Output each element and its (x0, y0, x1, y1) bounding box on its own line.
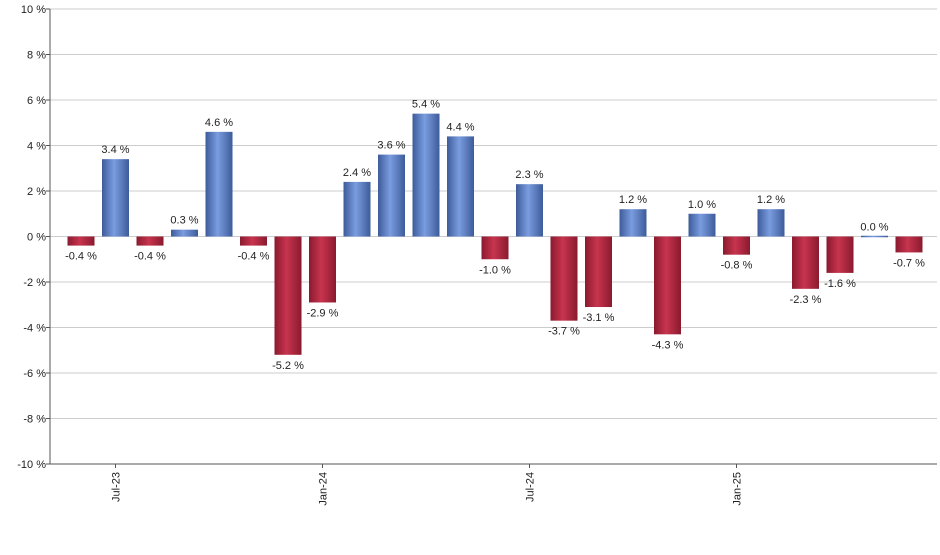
x-tick-label: Jul-24 (525, 472, 537, 502)
data-label: 2.3 % (515, 169, 543, 181)
data-label: -0.8 % (721, 260, 753, 272)
x-tick-label: Jan-25 (732, 472, 744, 506)
y-tick-label: 2 % (27, 186, 46, 198)
bar (447, 136, 474, 237)
y-tick-label: 8 % (27, 50, 46, 62)
bar (585, 236, 612, 308)
bar (171, 229, 198, 237)
data-label: -1.0 % (479, 264, 511, 276)
x-tick-label: Jul-23 (111, 472, 123, 502)
data-label: -2.9 % (307, 307, 339, 319)
data-label: 2.4 % (343, 167, 371, 179)
data-label: -5.2 % (272, 360, 304, 372)
bar (516, 184, 543, 237)
y-tick-label: -6 % (23, 368, 46, 380)
x-tick-label: Jan-24 (318, 472, 330, 506)
data-label: -3.7 % (548, 326, 580, 338)
bar (412, 113, 440, 237)
bars (67, 113, 923, 355)
data-label: -0.4 % (65, 251, 97, 263)
y-tick-label: -4 % (23, 323, 46, 335)
y-tick-label: 0 % (27, 232, 46, 244)
y-tick-label: 6 % (27, 95, 46, 107)
bar (343, 181, 371, 237)
bar (723, 236, 750, 255)
y-tick-label: -2 % (23, 277, 46, 289)
axes (49, 9, 937, 468)
bar (481, 236, 509, 260)
data-label: -2.3 % (790, 294, 822, 306)
tick-labels: 10 % 8 % 6 % 4 % 2 % 0 % -2 % -4 % -6 % -8 % -10 %… (17, 4, 743, 506)
data-label: -3.1 % (583, 312, 615, 324)
bar (102, 159, 129, 237)
y-tick-label: -8 % (23, 414, 46, 426)
bar (240, 236, 267, 246)
data-label: 1.2 % (619, 194, 647, 206)
data-label: 1.2 % (757, 194, 785, 206)
bar (757, 209, 785, 237)
bar (861, 235, 888, 238)
data-label: 0.0 % (860, 222, 888, 234)
y-tick-label: 4 % (27, 141, 46, 153)
data-label: 0.3 % (170, 215, 198, 227)
bar (309, 236, 336, 303)
y-tick-label: -10 % (17, 459, 46, 471)
bar (895, 236, 923, 253)
data-label: 4.6 % (205, 117, 233, 129)
data-label: 3.6 % (377, 140, 405, 152)
data-label: 4.4 % (446, 121, 474, 133)
bar (619, 209, 647, 237)
bar (826, 236, 854, 273)
bar (688, 213, 716, 237)
bar (792, 236, 819, 289)
data-label: 3.4 % (101, 144, 129, 156)
bar (274, 236, 302, 355)
y-tick-label: 10 % (21, 4, 46, 16)
data-labels: -0.4 % 3.4 % -0.4 % 0.3 % 4.6 % -0.4 % -5.2 % -… (65, 99, 925, 372)
data-label: -0.4 % (238, 251, 270, 263)
data-label: -0.4 % (134, 251, 166, 263)
bar (136, 236, 164, 246)
bar (378, 154, 405, 237)
bar (67, 236, 95, 246)
bar (654, 236, 681, 335)
data-label: -0.7 % (893, 257, 925, 269)
data-label: -4.3 % (652, 339, 684, 351)
bar (550, 236, 578, 321)
bar (205, 131, 233, 237)
data-label: 1.0 % (688, 199, 716, 211)
data-label: 5.4 % (412, 99, 440, 111)
data-label: -1.6 % (824, 278, 856, 290)
